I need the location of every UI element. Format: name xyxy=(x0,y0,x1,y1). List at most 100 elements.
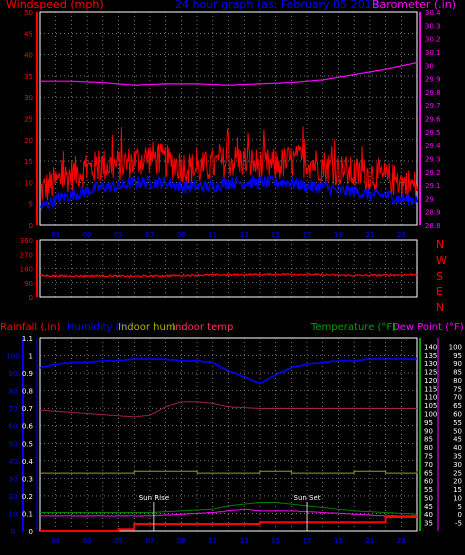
dew-point-tick-label: 15 xyxy=(453,486,462,494)
bot-x-tick-label: 13 xyxy=(240,537,249,545)
dew-point-tick-label: 10 xyxy=(453,494,462,502)
dew-point-legend: Dew Point (°F) xyxy=(392,322,464,333)
dew-point-tick-label: 95 xyxy=(453,352,462,360)
barometer-line xyxy=(40,62,418,86)
temperature-tick-label: 105 xyxy=(424,402,437,410)
top-x-tick-label: 17 xyxy=(303,231,312,239)
bot-x-tick-label: 11 xyxy=(208,537,217,545)
rainfall-tick-label: 0.2 xyxy=(22,493,33,501)
dew-point-tick-label: 50 xyxy=(453,427,462,435)
bot-x-tick-label: 03 xyxy=(83,537,92,545)
dew-point-tick-label: 5 xyxy=(458,503,462,511)
top-chart-series xyxy=(39,62,418,212)
barometer-tick-label: 29.5 xyxy=(425,129,441,137)
direction-tick-label: 270 xyxy=(20,251,33,259)
temperature-tick-label: 90 xyxy=(424,427,433,435)
temperature-tick-label: 115 xyxy=(424,385,437,393)
dew-point-tick-label: 35 xyxy=(453,452,462,460)
top-x-tick-label: 23 xyxy=(397,231,406,239)
barometer-tick-label: 29.7 xyxy=(425,102,441,110)
compass-label-n-bottom: N xyxy=(436,301,444,314)
direction-tick-label: 180 xyxy=(20,266,33,274)
humidity-line xyxy=(39,357,418,384)
rainfall-tick-label: 0.7 xyxy=(22,405,33,413)
bot-x-tick-label: 23 xyxy=(397,537,406,545)
temperature-tick-label: 75 xyxy=(424,452,433,460)
bot-x-tick-label: 17 xyxy=(303,537,312,545)
barometer-tick-label: 30.4 xyxy=(425,9,441,17)
humidity-tick-label: 80 xyxy=(9,388,18,396)
direction-chart-grid xyxy=(40,240,417,297)
indoor-temp-legend: Indoor temp xyxy=(172,322,233,333)
direction-chart-series xyxy=(39,272,418,279)
temperature-tick-label: 125 xyxy=(424,369,437,377)
temperature-line xyxy=(40,502,417,515)
temperature-tick-label: 110 xyxy=(424,394,437,402)
direction-chart-axes: 0 90 180 270 360 xyxy=(20,237,38,302)
humidity-tick-label: 70 xyxy=(9,405,18,413)
dew-point-tick-label: 70 xyxy=(453,394,462,402)
dew-point-tick-label: 65 xyxy=(453,402,462,410)
barometer-tick-label: 28.9 xyxy=(425,209,441,217)
temperature-tick-label: 60 xyxy=(424,478,433,486)
windspeed-tick-label: 40 xyxy=(24,52,33,60)
rainfall-tick-label: 1.1 xyxy=(22,335,33,343)
barometer-tick-label: 29.3 xyxy=(425,155,441,163)
humidity-tick-label: 20 xyxy=(9,493,18,501)
dew-point-tick-label: 60 xyxy=(453,411,462,419)
windspeed-tick-label: 15 xyxy=(24,158,33,166)
temperature-tick-label: 135 xyxy=(424,352,437,360)
sunset-label: Sun Set xyxy=(294,494,321,502)
windspeed-axis-title: Windspeed (mph) xyxy=(6,0,104,11)
barometer-axis-title: Barometer (.in) xyxy=(372,0,456,11)
compass-label-e: E xyxy=(436,285,443,298)
direction-tick-label: 360 xyxy=(20,237,33,245)
barometer-tick-label: 30.3 xyxy=(425,22,441,30)
top-x-tick-label: 05 xyxy=(114,231,123,239)
barometer-tick-label: 29 xyxy=(425,195,434,203)
bottom-chart-series: Sun Rise Sun Set xyxy=(39,357,418,532)
humidity-tick-label: 90 xyxy=(9,370,18,378)
top-x-tick-label: 07 xyxy=(145,231,154,239)
dew-point-tick-label: 75 xyxy=(453,385,462,393)
top-x-tick-label: 13 xyxy=(240,231,249,239)
temperature-tick-label: 50 xyxy=(424,494,433,502)
top-x-tick-label: 21 xyxy=(365,231,374,239)
top-x-tick-label: 19 xyxy=(334,231,343,239)
wind-direction-line xyxy=(39,272,418,279)
barometer-tick-label: 28.8 xyxy=(425,222,441,230)
top-chart-axes: 0510152025303540455028.828.92929.129.229… xyxy=(24,9,441,239)
bot-x-tick-label: 07 xyxy=(145,537,154,545)
rainfall-tick-label: 0.3 xyxy=(22,475,33,483)
bot-x-tick-label: 19 xyxy=(334,537,343,545)
top-x-tick-label: 11 xyxy=(208,231,217,239)
rainfall-tick-label: 0.5 xyxy=(22,440,33,448)
dew-point-tick-label: 25 xyxy=(453,469,462,477)
windspeed-tick-label: 25 xyxy=(24,116,33,124)
barometer-tick-label: 29.4 xyxy=(425,142,441,150)
windspeed-line xyxy=(39,126,418,203)
windspeed-tick-label: 20 xyxy=(24,137,33,145)
rainfall-tick-label: 0.8 xyxy=(22,388,33,396)
humidity-tick-label: 50 xyxy=(9,440,18,448)
temperature-tick-label: 65 xyxy=(424,469,433,477)
barometer-tick-label: 29.1 xyxy=(425,182,441,190)
temperature-tick-label: 55 xyxy=(424,486,433,494)
dew-point-tick-label: 80 xyxy=(453,377,462,385)
windspeed-tick-label: 50 xyxy=(24,9,33,17)
temperature-tick-label: 40 xyxy=(424,511,433,519)
bottom-chart-grid xyxy=(40,338,417,531)
temperature-tick-label: 70 xyxy=(424,461,433,469)
temperature-tick-label: 130 xyxy=(424,360,437,368)
dew-point-tick-label: 55 xyxy=(453,419,462,427)
barometer-tick-label: 29.2 xyxy=(425,169,441,177)
compass-label-w: W xyxy=(436,254,447,267)
compass-label-n-top: N xyxy=(436,238,444,251)
barometer-tick-label: 29.9 xyxy=(425,76,441,84)
temperature-tick-label: 120 xyxy=(424,377,437,385)
direction-tick-label: 90 xyxy=(24,280,33,288)
dew-point-tick-label: -5 xyxy=(455,520,462,528)
direction-tick-label: 0 xyxy=(29,294,33,302)
